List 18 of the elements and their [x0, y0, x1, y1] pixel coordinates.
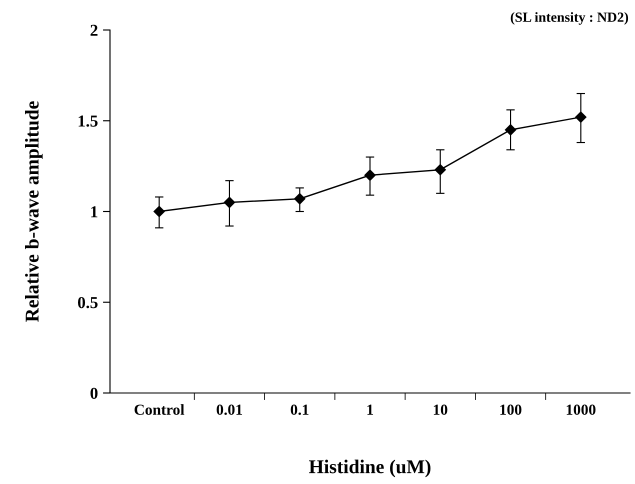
text: (SL intensity : ND2): [510, 12, 628, 25]
x-tick-label: 0.1: [290, 404, 308, 415]
x-axis-title: Histidine (uM): [309, 460, 430, 478]
x-tick-label: 100: [500, 404, 522, 415]
y-tick-label: 2: [90, 24, 98, 36]
y-tick-label: 0.5: [78, 296, 98, 308]
x-tick-label: 1000: [566, 404, 596, 415]
y-tick-label: 0: [90, 388, 98, 399]
x-tick-label: 1: [367, 404, 374, 415]
point: [504, 124, 516, 136]
x-tick-label: 10: [434, 404, 448, 415]
y-axis-title: Relative b-wave amplitude: [25, 101, 43, 322]
x-tick-label: 0.01: [216, 404, 242, 415]
y-tick-label: 1.5: [78, 116, 98, 127]
point: [154, 206, 165, 218]
point: [364, 170, 376, 181]
x-tick-label: Control: [134, 404, 184, 415]
y-tick-label: 1: [91, 206, 98, 218]
